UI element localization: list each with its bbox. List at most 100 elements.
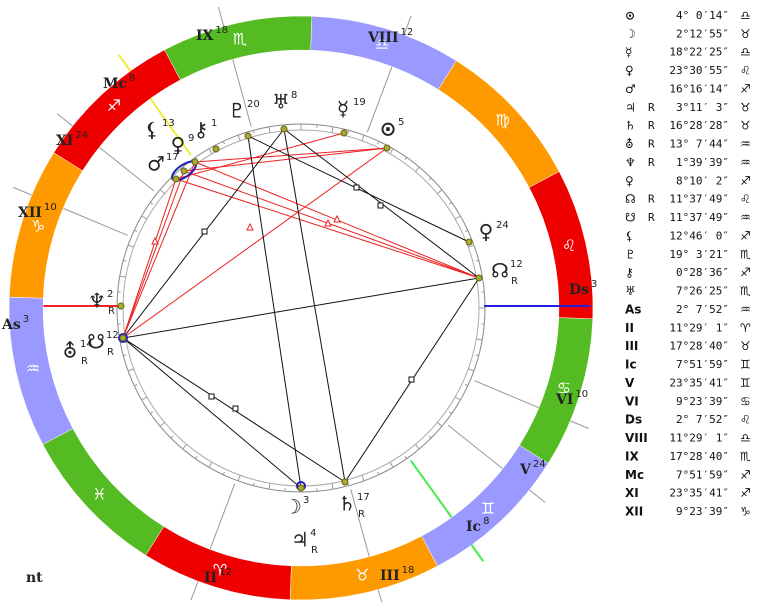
degree-tick <box>361 475 365 482</box>
house-cusp <box>62 207 128 236</box>
planet-degree: 9 <box>188 133 194 144</box>
degree-tick <box>468 368 475 372</box>
degree-tick <box>415 166 420 172</box>
table-position: 7°51′59″ <box>676 358 729 371</box>
house-degree: 12 <box>219 567 232 578</box>
table-sign: ♒ <box>740 302 751 316</box>
house-degree: 8 <box>129 73 135 84</box>
degree-tick <box>331 126 334 133</box>
table-position: 2° 7′52″ <box>676 303 729 316</box>
table-glyph: ♆ <box>625 155 636 169</box>
planet-point <box>280 125 288 133</box>
sign-glyph: ♎ <box>375 35 389 54</box>
table-sign: ♎ <box>740 45 751 59</box>
planet-retro: R <box>358 509 365 520</box>
degree-tick <box>149 202 154 205</box>
footer: nt <box>26 570 43 586</box>
degree-tick <box>377 471 380 475</box>
planet-glyph: ♀ <box>171 133 186 157</box>
planet-point <box>191 158 199 166</box>
table-sign: ♉ <box>740 27 751 41</box>
sign-glyph: ♌ <box>562 236 576 255</box>
degree-tick <box>475 354 479 357</box>
degree-tick <box>252 130 255 134</box>
house-cusp <box>217 6 225 27</box>
degree-tick <box>404 156 407 161</box>
degree-tick <box>208 148 213 155</box>
planet-glyph: ☊ <box>491 259 509 283</box>
table-sign: ♎ <box>740 431 751 445</box>
table-sign: ♒ <box>740 155 751 169</box>
planet-point <box>341 478 349 486</box>
table-glyph: ⊙ <box>625 9 635 23</box>
degree-tick <box>159 422 165 427</box>
planet-glyph: ☽ <box>284 495 302 519</box>
table-sign: ♑ <box>740 504 751 518</box>
table-sign: ♐ <box>740 174 751 188</box>
house-cusp <box>377 589 383 602</box>
table-retro: R <box>648 101 655 114</box>
planet-glyph: ♃ <box>291 528 309 552</box>
degree-tick <box>170 435 174 439</box>
house-cusp <box>149 98 192 156</box>
table-glyph: ☽ <box>625 27 636 41</box>
degree-tick <box>464 229 468 232</box>
table-position: 11°37′49″ <box>669 193 729 206</box>
house-cusp <box>232 59 252 127</box>
sign-glyph: ♉ <box>355 566 369 585</box>
house-cusp <box>209 483 236 550</box>
table-retro: R <box>648 156 655 169</box>
house-cusp <box>570 420 589 430</box>
sign-glyph: ♒ <box>26 359 40 378</box>
house-cusp <box>403 15 412 35</box>
degree-tick <box>141 396 148 401</box>
planet-degree: 17 <box>357 492 370 503</box>
table-position: 7°51′59″ <box>676 468 729 481</box>
planet-glyph: ⚸ <box>145 118 160 142</box>
house-degree: 10 <box>575 389 588 400</box>
table-glyph: ♂ <box>625 82 636 96</box>
degree-tick <box>428 177 432 181</box>
table-sign: ♏ <box>740 449 751 463</box>
table-sign: ♈ <box>740 321 751 335</box>
degree-tick <box>476 338 483 341</box>
planet-glyph: ☋ <box>87 330 105 354</box>
planet-glyph: ♀ <box>479 220 494 244</box>
table-position: 13° 7′44″ <box>669 138 729 151</box>
degree-tick <box>389 461 394 468</box>
house-label: Ic <box>466 519 481 535</box>
table-position: 23°35′41″ <box>669 376 729 389</box>
table-position: 11°29′ 1″ <box>669 321 729 334</box>
table-glyph: XII <box>625 504 643 518</box>
table-sign: ♒ <box>740 137 751 151</box>
planet-point <box>212 145 220 153</box>
table-sign: ♐ <box>740 266 751 280</box>
planet-glyph: ♅ <box>272 90 290 114</box>
house-label: XI <box>56 133 73 149</box>
planet-degree: 3 <box>303 495 309 506</box>
planet-point <box>119 334 127 342</box>
table-glyph: Ds <box>625 413 642 427</box>
degree-tick <box>377 141 380 145</box>
planet-degree: 24 <box>496 220 509 231</box>
degree-tick <box>119 275 126 278</box>
planet-point <box>475 274 483 282</box>
table-glyph: ☋ <box>625 211 636 225</box>
table-position: 12°46′ 0″ <box>669 229 729 242</box>
table-position: 16°16′14″ <box>669 82 729 95</box>
house-cusp <box>56 113 73 127</box>
sign-glyph: ♊ <box>481 499 495 518</box>
planet-retro: R <box>511 276 518 287</box>
degree-tick <box>428 435 432 439</box>
table-glyph: ♃ <box>625 100 636 114</box>
house-cusp <box>13 186 32 196</box>
house-cusp <box>410 460 453 518</box>
table-retro: R <box>648 138 655 151</box>
table-glyph: As <box>625 302 641 316</box>
aspect-lines <box>10 128 480 491</box>
sign-glyph: ♋ <box>557 378 571 397</box>
planet-degree: 8 <box>291 90 297 101</box>
table-sign: ♏ <box>740 247 751 261</box>
table-sign: ♐ <box>740 468 751 482</box>
house-degree: 10 <box>44 202 57 213</box>
